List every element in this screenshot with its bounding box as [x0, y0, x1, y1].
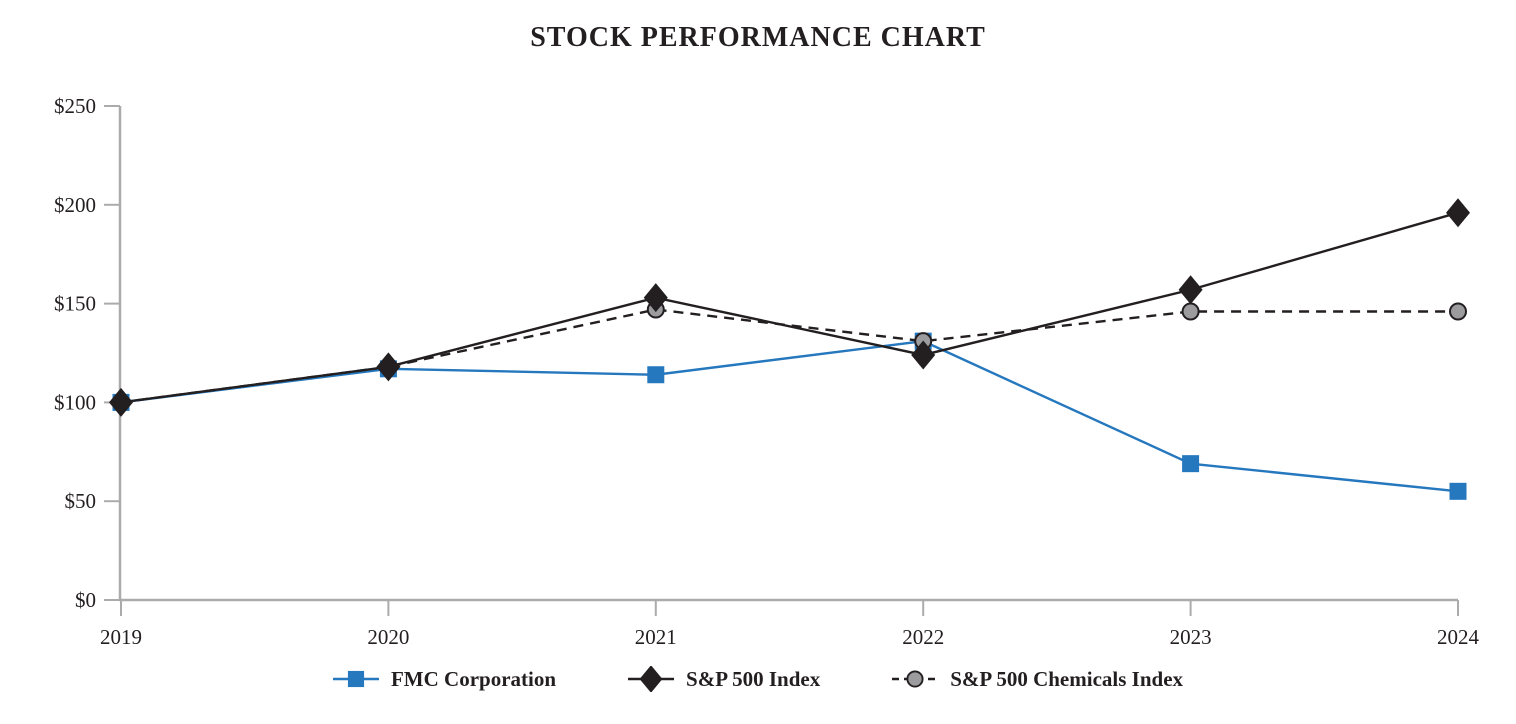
y-tick-label: $0	[75, 588, 96, 612]
legend-label-sp500-chemicals: S&P 500 Chemicals Index	[950, 666, 1184, 691]
chart-title: STOCK PERFORMANCE CHART	[530, 22, 986, 53]
marker-s-p-500-chemicals-index-2023	[1181, 302, 1200, 321]
marker-s-p-500-index-2023	[1178, 275, 1203, 305]
chart-legend: FMC Corporation S&P 500 Index S&P 500 Ch…	[0, 666, 1516, 692]
legend-item-sp500-chemicals: S&P 500 Chemicals Index	[892, 666, 1183, 692]
marker-s-p-500-chemicals-index-2024	[1449, 302, 1467, 321]
legend-marker-graphic	[332, 670, 379, 688]
marker-s-p-500-index-2022	[911, 340, 936, 370]
y-tick-label: $150	[54, 292, 96, 316]
legend-marker-graphic	[892, 670, 939, 688]
x-tick-label: 2022	[902, 625, 944, 649]
legend-marker-shape	[906, 670, 924, 688]
legend-item-sp500: S&P 500 Index	[628, 666, 820, 692]
x-tick-label: 2023	[1170, 625, 1212, 649]
x-tick-label: 2019	[100, 625, 142, 649]
series-line-s-p-500-index	[120, 211, 1459, 404]
legend-marker-shape	[347, 670, 365, 688]
x-tick-label: 2021	[635, 625, 677, 649]
legend-item-fmc: FMC Corporation	[332, 666, 557, 692]
marker-s-p-500-index-2020	[376, 352, 401, 382]
y-tick-label: $100	[54, 390, 96, 414]
marker-s-p-500-index-2019	[109, 387, 133, 417]
fmc-square-legend-icon	[332, 666, 379, 692]
y-tick-label: $200	[54, 193, 96, 217]
x-tick-label: 2020	[367, 625, 409, 649]
sp500-diamond-legend-icon	[628, 666, 675, 692]
x-tick-label: 2024	[1437, 625, 1480, 649]
marker-fmc-corporation-2024	[1449, 482, 1467, 500]
marker-s-p-500-index-2021	[643, 283, 668, 313]
legend-marker-graphic	[628, 666, 675, 692]
marker-fmc-corporation-2023	[1182, 455, 1200, 473]
marker-s-p-500-index-2024	[1446, 198, 1470, 228]
sp500-chemicals-circle-legend-icon	[892, 666, 939, 692]
legend-label-sp500: S&P 500 Index	[686, 666, 821, 691]
legend-label-fmc: FMC Corporation	[390, 666, 557, 691]
y-tick-label: $250	[54, 94, 96, 118]
legend-marker-shape	[639, 666, 663, 692]
y-tick-label: $50	[65, 489, 97, 513]
series-line-fmc-corporation	[120, 339, 1459, 493]
series-line-s-p-500-chemicals-index	[120, 308, 1458, 404]
marker-fmc-corporation-2021	[647, 366, 665, 384]
